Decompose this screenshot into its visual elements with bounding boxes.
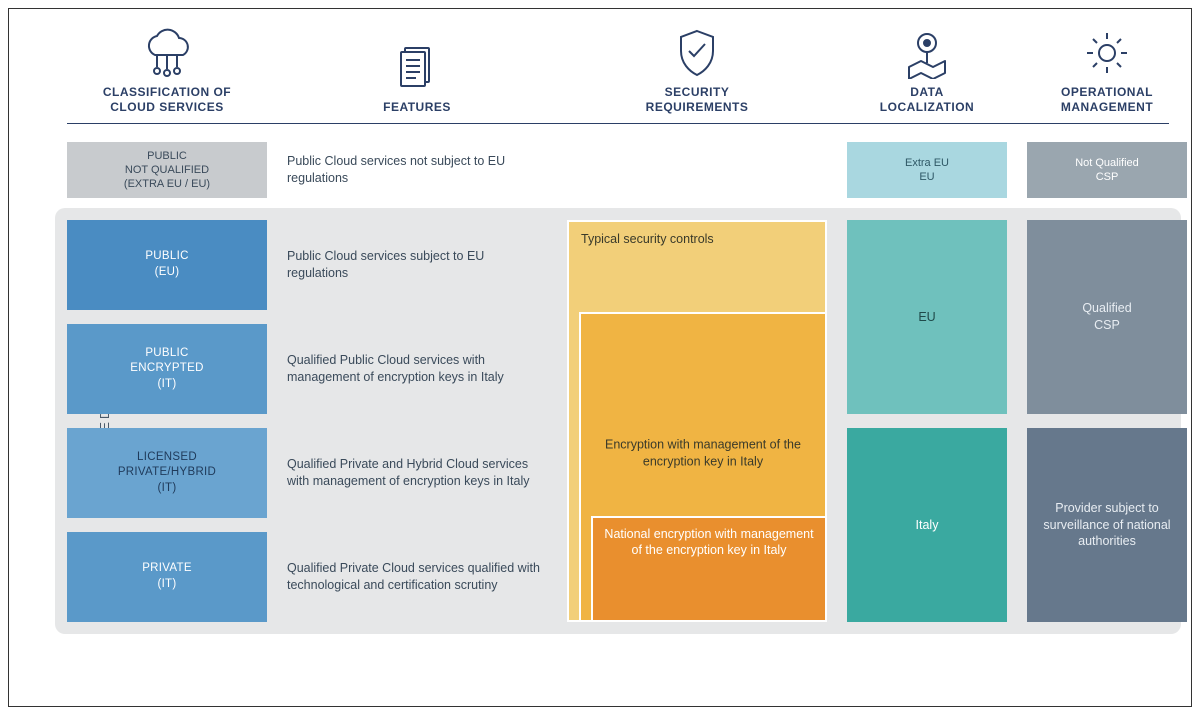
- tag-private-it: PRIVATE(IT): [67, 532, 267, 622]
- security-not-qualified-empty: [567, 142, 827, 198]
- security-layers: Typical security controls Encryption wit…: [567, 220, 827, 622]
- tag-licensed-private-hybrid: LICENSEDPRIVATE/HYBRID(IT): [67, 428, 267, 518]
- feature-not-qualified: Public Cloud services not subject to EU …: [287, 142, 547, 198]
- om-surveillance: Provider subject to surveillance of nati…: [1027, 428, 1187, 622]
- om-not-qualified: Not QualifiedCSP: [1027, 142, 1187, 198]
- header-label: SECURITYREQUIREMENTS: [567, 85, 827, 115]
- header-col-classification: CLASSIFICATION OFCLOUD SERVICES: [67, 27, 267, 115]
- feature-public-eu: Public Cloud services subject to EU regu…: [287, 220, 547, 310]
- header-col-data-localization: DATALOCALIZATION: [847, 27, 1007, 115]
- tag-public-not-qualified: PUBLICNOT QUALIFIED(EXTRA EU / EU): [67, 142, 267, 198]
- feature-private: Qualified Private Cloud services qualifi…: [287, 532, 547, 622]
- om-qualified-csp: QualifiedCSP: [1027, 220, 1187, 414]
- qualified-grid: PUBLIC(EU) Public Cloud services subject…: [67, 220, 1169, 622]
- header-label: FEATURES: [287, 100, 547, 115]
- security-inner-label: National encryption with management of t…: [604, 527, 813, 557]
- operational-management-stack: QualifiedCSP Provider subject to surveil…: [1027, 220, 1187, 622]
- row-not-qualified: PUBLICNOT QUALIFIED(EXTRA EU / EU) Publi…: [67, 142, 1169, 198]
- diagram-frame: CLASSIFICATION OFCLOUD SERVICES FEATURES…: [8, 8, 1192, 707]
- feature-public-encrypted: Qualified Public Cloud services with man…: [287, 324, 547, 414]
- dl-eu: EU: [847, 220, 1007, 414]
- gear-icon: [1081, 27, 1133, 79]
- data-localization-stack: EU Italy: [847, 220, 1007, 622]
- tag-public-encrypted: PUBLICENCRYPTED(IT): [67, 324, 267, 414]
- header-label: OPERATIONALMANAGEMENT: [1027, 85, 1187, 115]
- dl-italy: Italy: [847, 428, 1007, 622]
- security-layer-inner: National encryption with management of t…: [591, 516, 827, 622]
- security-mid-label: Encryption with management of the encryp…: [581, 437, 825, 471]
- header-col-security: SECURITYREQUIREMENTS: [567, 27, 827, 115]
- feature-licensed: Qualified Private and Hybrid Cloud servi…: [287, 428, 547, 518]
- security-outer-label: Typical security controls: [581, 232, 714, 246]
- cloud-network-icon: [135, 27, 199, 79]
- tag-public-eu: PUBLIC(EU): [67, 220, 267, 310]
- shield-check-icon: [673, 27, 721, 79]
- header-col-operational: OPERATIONALMANAGEMENT: [1027, 27, 1187, 115]
- header-label: DATALOCALIZATION: [847, 85, 1007, 115]
- header-label: CLASSIFICATION OFCLOUD SERVICES: [67, 85, 267, 115]
- header-col-features: FEATURES: [287, 42, 547, 115]
- header-row: CLASSIFICATION OFCLOUD SERVICES FEATURES…: [67, 27, 1169, 124]
- qualified-cloud-block: QUALIFIED CLOUD PUBLIC(EU) Public Cloud …: [67, 220, 1169, 622]
- dl-extra-eu: Extra EUEU: [847, 142, 1007, 198]
- map-pin-icon: [903, 27, 951, 79]
- document-icon: [391, 42, 443, 94]
